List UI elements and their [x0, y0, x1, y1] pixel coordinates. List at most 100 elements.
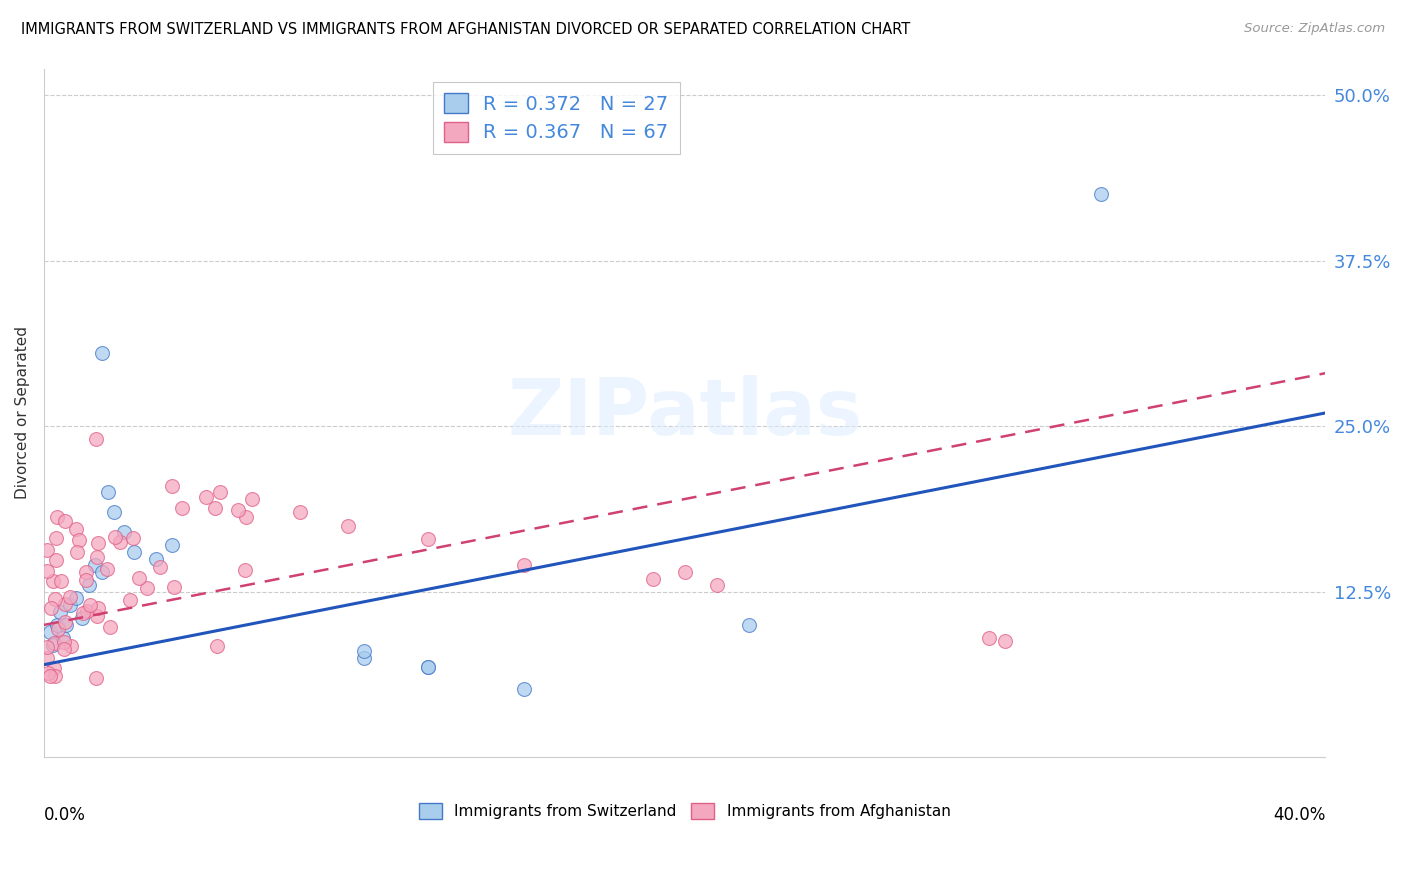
Point [160, 538, 183, 552]
Point [75, 565, 97, 579]
Point [55, 618, 77, 632]
Point [65, 522, 87, 536]
Point [108, 534, 131, 549]
Point [96, 562, 118, 576]
Point [122, 545, 145, 559]
Point [35, 564, 58, 578]
Point [135, 581, 157, 595]
Point [58, 598, 80, 612]
Point [65, 591, 87, 606]
Point [194, 491, 217, 505]
Point [44, 669, 66, 683]
Point [513, 681, 536, 696]
Point [418, 660, 440, 674]
Point [52, 631, 75, 645]
Point [52, 635, 75, 649]
Point [513, 558, 536, 573]
Point [45, 618, 67, 632]
Point [104, 530, 127, 544]
Point [149, 560, 172, 574]
Point [44, 592, 66, 607]
Point [59, 590, 82, 604]
Point [84, 558, 107, 573]
Point [45, 531, 67, 545]
Point [98, 619, 121, 633]
Point [84, 433, 107, 447]
Y-axis label: Divorced or Separated: Divorced or Separated [15, 326, 30, 500]
Point [1090, 187, 1112, 202]
Point [121, 531, 143, 545]
Point [35, 543, 58, 558]
Legend: R = 0.372   N = 27, R = 0.367   N = 67: R = 0.372 N = 27, R = 0.367 N = 67 [433, 82, 681, 153]
Point [737, 618, 759, 632]
Point [53, 615, 76, 630]
Point [87, 601, 110, 615]
Point [994, 633, 1017, 648]
Point [337, 518, 360, 533]
Text: Source: ZipAtlas.com: Source: ZipAtlas.com [1244, 22, 1385, 36]
Point [207, 640, 229, 654]
Point [103, 505, 125, 519]
Point [172, 501, 194, 516]
Point [145, 551, 167, 566]
Text: ZIPatlas: ZIPatlas [508, 375, 862, 451]
Point [66, 545, 89, 559]
Point [209, 485, 232, 500]
Point [418, 532, 440, 546]
Point [160, 479, 183, 493]
Point [49, 574, 72, 589]
Point [418, 660, 440, 674]
Point [118, 593, 141, 607]
Point [76, 604, 98, 618]
Point [55, 514, 77, 528]
Point [42, 661, 65, 675]
Point [706, 578, 728, 592]
Point [38, 669, 60, 683]
Text: 40.0%: 40.0% [1272, 805, 1326, 823]
Point [90, 565, 112, 579]
Point [41, 601, 63, 615]
Point [288, 505, 311, 519]
Point [97, 485, 120, 500]
Point [77, 578, 100, 592]
Point [86, 549, 108, 564]
Point [641, 572, 664, 586]
Point [37, 665, 59, 680]
Point [233, 563, 256, 577]
Point [353, 644, 375, 658]
Point [128, 571, 150, 585]
Point [52, 642, 75, 657]
Point [163, 580, 186, 594]
Point [42, 638, 65, 652]
Point [977, 631, 1000, 645]
Point [235, 509, 257, 524]
Point [35, 640, 58, 654]
Point [353, 651, 375, 665]
Point [79, 599, 101, 613]
Point [75, 574, 97, 588]
Point [87, 536, 110, 550]
Text: IMMIGRANTS FROM SWITZERLAND VS IMMIGRANTS FROM AFGHANISTAN DIVORCED OR SEPARATED: IMMIGRANTS FROM SWITZERLAND VS IMMIGRANT… [21, 22, 910, 37]
Point [112, 525, 135, 540]
Point [86, 609, 108, 624]
Point [90, 346, 112, 360]
Point [45, 553, 67, 567]
Point [49, 605, 72, 619]
Point [59, 640, 82, 654]
Point [673, 565, 696, 579]
Point [86, 671, 108, 685]
Point [204, 500, 226, 515]
Point [45, 509, 67, 524]
Point [37, 650, 59, 665]
Point [42, 636, 65, 650]
Point [39, 624, 62, 639]
Text: 0.0%: 0.0% [44, 805, 86, 823]
Point [53, 597, 76, 611]
Point [67, 533, 90, 547]
Point [226, 503, 249, 517]
Point [72, 611, 94, 625]
Point [41, 574, 63, 588]
Point [240, 491, 263, 506]
Point [46, 622, 69, 636]
Point [72, 606, 94, 620]
